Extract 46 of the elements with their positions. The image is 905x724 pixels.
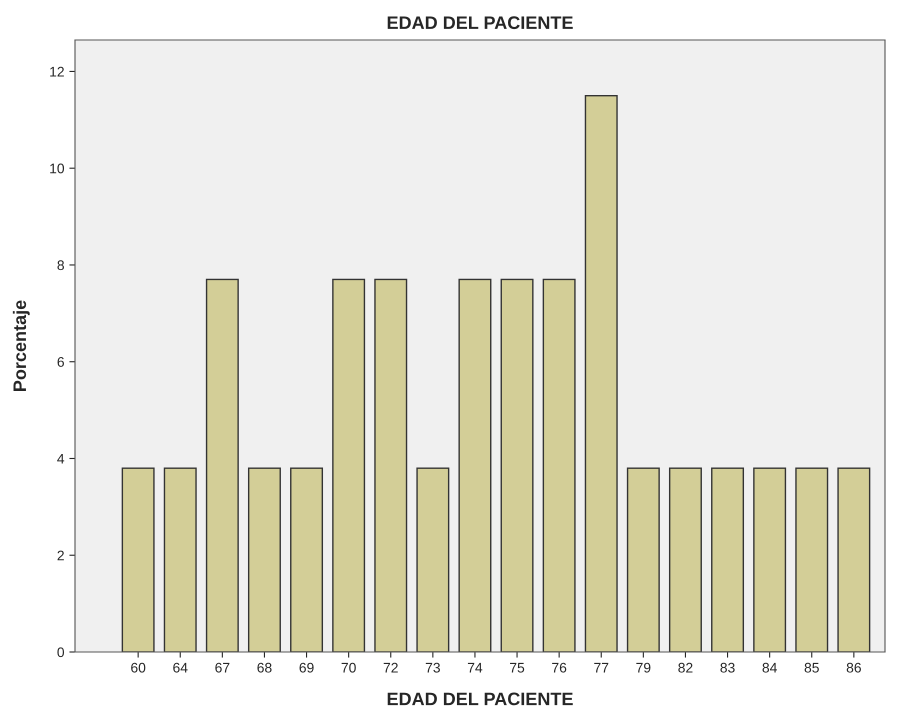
x-tick-label: 74 [468, 662, 482, 672]
bar [122, 467, 155, 652]
x-tick-label: 86 [846, 662, 861, 673]
bar [500, 278, 534, 652]
bar [837, 467, 870, 652]
bar [584, 94, 618, 652]
y-axis-title: Porcentaje [12, 300, 30, 391]
bar [626, 467, 660, 652]
x-tick-label: 85 [804, 662, 819, 673]
bar [668, 467, 702, 652]
y-tick-label: 0 [57, 647, 64, 658]
y-tick-label: 10 [50, 164, 64, 174]
y-tick-label: 12 [50, 66, 64, 76]
x-tick-label: 75 [510, 662, 524, 673]
x-tick-label: 73 [426, 662, 440, 673]
x-tick-label: 83 [720, 662, 735, 673]
bar [542, 278, 576, 652]
x-tick-label: 79 [636, 662, 650, 673]
bar [795, 467, 828, 652]
x-tick-label: 67 [215, 662, 230, 673]
x-tick-label: 76 [552, 662, 566, 673]
bar [753, 467, 786, 652]
x-tick-label: 69 [300, 662, 314, 673]
bar [332, 278, 366, 652]
chart-title: EDAD DEL PACIENTE [388, 16, 573, 30]
bar [248, 467, 281, 652]
bar [711, 467, 744, 652]
x-axis-title: EDAD DEL PACIENTE [388, 692, 573, 706]
y-tick-label: 4 [57, 454, 64, 464]
x-tick-label: 70 [342, 662, 356, 673]
bar [164, 467, 197, 652]
x-tick-label: 72 [384, 662, 398, 672]
bar [206, 278, 239, 652]
bar [290, 467, 324, 652]
x-tick-label: 64 [173, 662, 188, 673]
y-tick-label: 8 [57, 260, 64, 270]
y-tick-label: 6 [58, 357, 64, 367]
y-tick-label: 2 [58, 550, 64, 560]
x-tick-label: 82 [678, 662, 692, 673]
bar [416, 467, 450, 652]
x-tick-label: 77 [594, 662, 608, 672]
x-tick-label: 60 [131, 662, 146, 673]
bar [458, 278, 492, 652]
x-tick-label: 84 [762, 662, 777, 673]
x-tick-label: 68 [257, 662, 272, 673]
bar [374, 278, 408, 652]
